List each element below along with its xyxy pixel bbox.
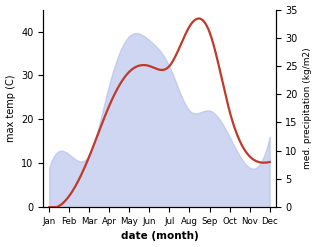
Y-axis label: med. precipitation (kg/m2): med. precipitation (kg/m2) <box>303 48 313 169</box>
Y-axis label: max temp (C): max temp (C) <box>5 75 16 142</box>
X-axis label: date (month): date (month) <box>121 231 198 242</box>
